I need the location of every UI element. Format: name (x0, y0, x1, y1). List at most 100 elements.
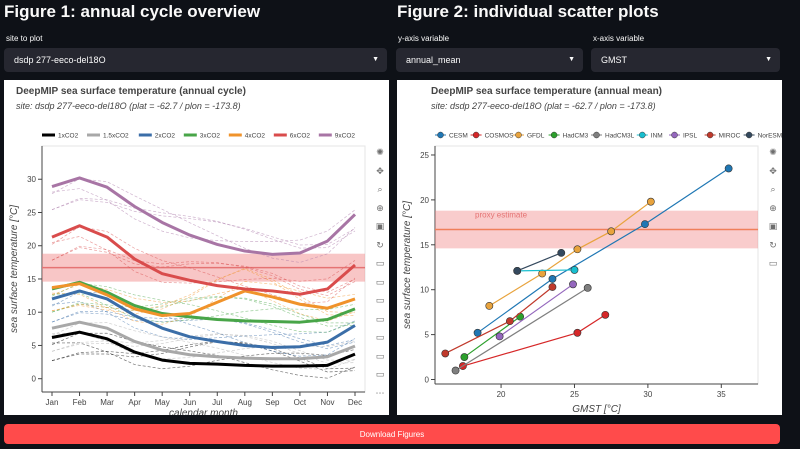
series-line-CESM (477, 167, 729, 334)
reset-icon[interactable]: ↻ (376, 239, 384, 250)
scatter-chart: DeepMIP sea surface temperature (annual … (402, 86, 782, 415)
y-tick-label: 20 (420, 196, 429, 205)
series-line-6xCO2 (51, 224, 356, 296)
model-curve (51, 334, 356, 361)
hover-icon[interactable]: ▭ (768, 258, 778, 268)
x-axis-select-value: GMST (601, 55, 627, 65)
legend-label: NorESM (758, 133, 782, 140)
pan-icon[interactable]: ✥ (769, 165, 777, 176)
legend-label: 6xCO2 (290, 133, 311, 140)
legend-marker (472, 131, 480, 139)
chart-subtitle: site: dsdp 277-eeco-del18O (plat = -62.7… (16, 101, 241, 111)
data-point-GFDL (607, 227, 616, 236)
model-curve (51, 333, 356, 364)
x-tick-label: Dec (348, 398, 362, 407)
series-line-2xCO2 (51, 289, 356, 349)
series-line-COSMOS (462, 314, 606, 367)
legend-label: 2xCO2 (155, 133, 176, 140)
hover-icon[interactable]: ▭ (375, 350, 385, 361)
box-zoom-icon[interactable]: ⌕ (377, 184, 383, 194)
x-tick-label: 25 (570, 390, 579, 399)
data-point-COSMOS (573, 328, 582, 337)
hover-icon[interactable]: ▭ (375, 295, 385, 305)
chart-subtitle: site: dsdp 277-eeco-del18O (plat = -62.7… (431, 101, 656, 111)
data-point-INM (570, 266, 579, 274)
figure2-toolbar: ✺ ✥ ⌕ ⊕ ▣ ↻ ▭ (766, 146, 780, 276)
data-point-MIROC (441, 349, 450, 358)
hover-icon[interactable]: ▭ (375, 258, 385, 268)
y-tick-label: 5 (32, 341, 37, 350)
legend-marker (593, 131, 600, 139)
model-curve (51, 245, 356, 296)
hover-icon[interactable]: ▭ (375, 332, 385, 342)
legend-label: 1xCO2 (58, 133, 79, 140)
model-curve (51, 340, 356, 373)
figure2-heading: Figure 2: individual scatter plots (397, 2, 659, 21)
legend-marker (671, 131, 678, 139)
x-tick-label: Apr (128, 398, 141, 407)
model-curve (51, 236, 356, 284)
model-curve (51, 284, 356, 322)
y-tick-label: 0 (425, 376, 430, 385)
hover-icon[interactable]: ▭ (375, 313, 385, 324)
chevron-down-icon: ▼ (372, 56, 379, 63)
x-tick-label: Feb (73, 398, 87, 407)
data-point-CESM (473, 328, 482, 337)
model-curve (51, 291, 356, 357)
model-curve (51, 296, 356, 327)
legend-marker (706, 131, 714, 139)
chevron-down-icon: ▼ (765, 56, 772, 63)
x-tick-label: Jan (46, 398, 59, 407)
legend-label: COSMOS (485, 133, 515, 140)
model-curve (51, 332, 356, 379)
data-point-NorESM (557, 248, 566, 257)
data-point-CESM (548, 275, 557, 283)
x-tick-label: May (155, 398, 170, 407)
box-zoom-icon[interactable]: ⌕ (770, 184, 776, 194)
model-curve (51, 301, 356, 340)
series-line-9xCO2 (51, 176, 357, 256)
proxy-label: proxy estimate (475, 211, 528, 220)
y-tick-label: 20 (27, 242, 36, 251)
reset-icon[interactable]: ↻ (769, 239, 777, 250)
x-axis-select-label: x-axis variable (593, 34, 645, 43)
model-curve (51, 226, 356, 305)
more-icon[interactable]: ⋯ (375, 387, 385, 398)
wheel-zoom-icon[interactable]: ⊕ (769, 202, 777, 213)
legend-label: INM (651, 133, 663, 140)
x-tick-label: Oct (294, 398, 307, 407)
y-axis-title: sea surface temperature [°C] (402, 201, 413, 329)
legend-label: IPSL (683, 133, 697, 140)
model-curve (51, 268, 356, 316)
download-figures-button[interactable]: Download Figures (4, 424, 780, 444)
data-point-COSMOS (601, 310, 610, 319)
data-point-HadCM3 (516, 312, 525, 321)
model-curve (51, 322, 356, 370)
data-point-IPSL (495, 332, 504, 341)
wheel-zoom-icon[interactable]: ⊕ (376, 202, 384, 213)
bokeh-logo-icon: ✺ (376, 147, 384, 157)
data-point-CESM (724, 164, 733, 173)
save-icon[interactable]: ▣ (768, 221, 778, 231)
chart-title: DeepMIP sea surface temperature (annual … (431, 86, 662, 97)
x-axis-select[interactable]: GMST ▼ (591, 48, 780, 72)
pan-icon[interactable]: ✥ (376, 165, 384, 176)
legend-marker (639, 131, 646, 139)
hover-icon[interactable]: ▭ (375, 276, 385, 287)
legend-label: HadCM3 (563, 133, 589, 140)
legend-label: MIROC (719, 133, 741, 140)
site-select[interactable]: dsdp 277-eeco-del18O ▼ (4, 48, 387, 72)
series-line-1.5xCO2 (51, 320, 356, 361)
save-icon[interactable]: ▣ (375, 221, 385, 231)
legend-marker (550, 131, 558, 139)
site-select-value: dsdp 277-eeco-del18O (14, 55, 106, 65)
x-tick-label: 35 (717, 390, 726, 399)
y-tick-label: 25 (27, 208, 36, 217)
data-point-HadCM3L (583, 284, 592, 292)
x-axis-title: calendar month (169, 408, 238, 415)
x-tick-label: Sep (265, 398, 280, 407)
y-tick-label: 5 (425, 331, 430, 340)
hover-icon[interactable]: ▭ (375, 369, 385, 379)
y-axis-select[interactable]: annual_mean ▼ (396, 48, 583, 72)
series-line-HadCM3L (455, 287, 589, 372)
